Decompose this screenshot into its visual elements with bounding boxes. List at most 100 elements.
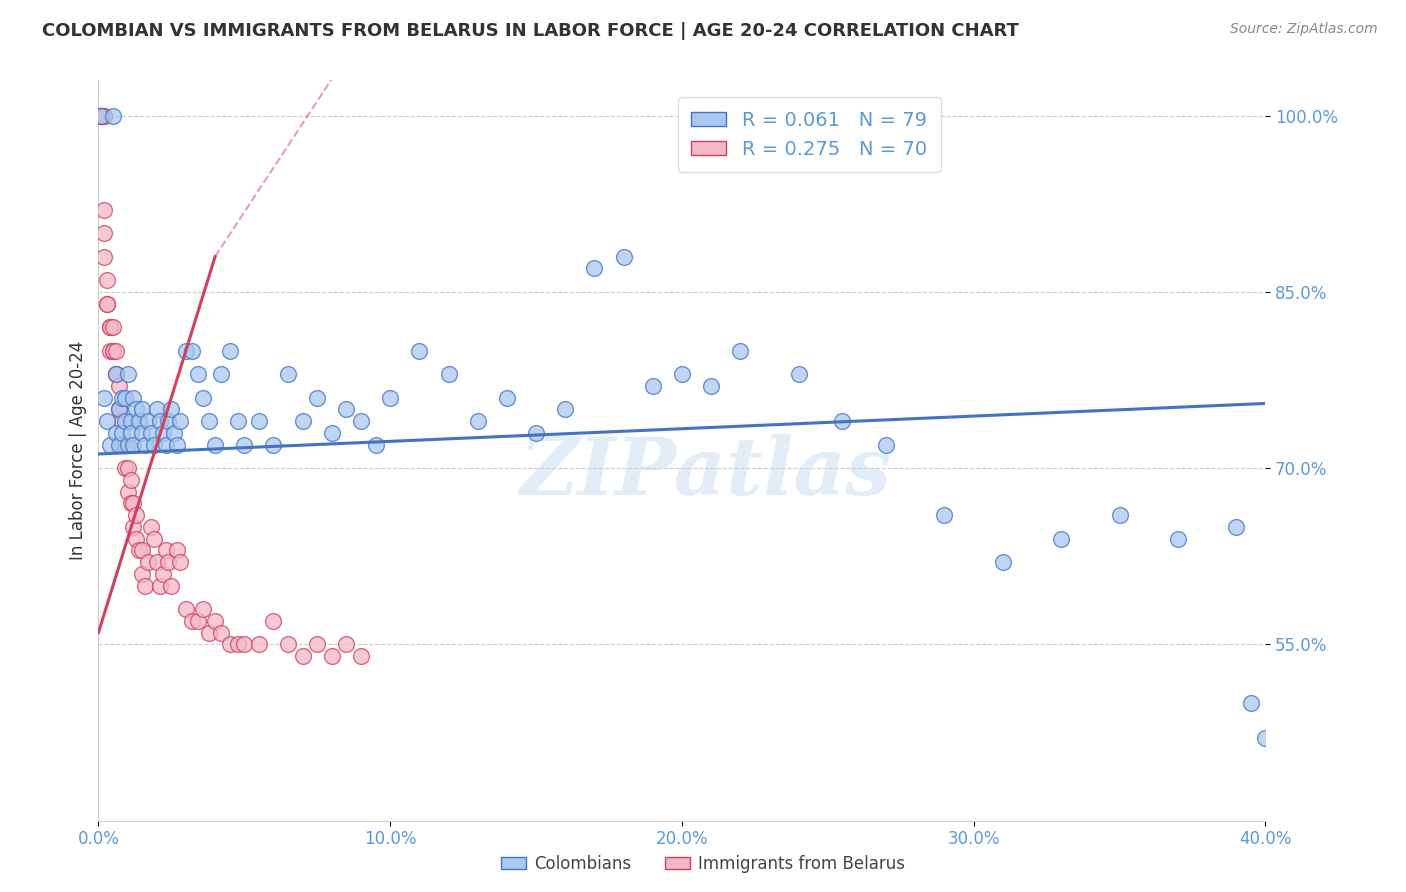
Y-axis label: In Labor Force | Age 20-24: In Labor Force | Age 20-24	[69, 341, 87, 560]
Point	[125, 402, 148, 417]
Point	[111, 391, 134, 405]
Point	[380, 391, 402, 405]
Point	[218, 343, 240, 358]
Point	[104, 367, 127, 381]
Point	[247, 414, 270, 428]
Point	[146, 402, 169, 417]
Point	[90, 109, 112, 123]
Point	[96, 296, 118, 310]
Point	[90, 109, 112, 123]
Point	[111, 425, 134, 440]
Point	[247, 637, 270, 651]
Point	[233, 437, 256, 451]
Point	[125, 532, 148, 546]
Point	[93, 250, 115, 264]
Point	[1108, 508, 1130, 522]
Point	[152, 566, 174, 581]
Point	[98, 320, 121, 334]
Point	[134, 437, 156, 451]
Point	[96, 296, 118, 310]
Point	[160, 579, 183, 593]
Point	[101, 343, 124, 358]
Text: COLOMBIAN VS IMMIGRANTS FROM BELARUS IN LABOR FORCE | AGE 20-24 CORRELATION CHAR: COLOMBIAN VS IMMIGRANTS FROM BELARUS IN …	[42, 22, 1019, 40]
Point	[117, 461, 139, 475]
Point	[218, 637, 240, 651]
Point	[198, 414, 221, 428]
Point	[142, 437, 165, 451]
Point	[104, 367, 127, 381]
Point	[187, 614, 209, 628]
Point	[934, 508, 956, 522]
Point	[101, 320, 124, 334]
Point	[166, 543, 188, 558]
Point	[157, 414, 180, 428]
Point	[583, 261, 606, 276]
Point	[122, 437, 145, 451]
Point	[209, 625, 232, 640]
Point	[142, 532, 165, 546]
Point	[131, 402, 153, 417]
Point	[157, 555, 180, 569]
Point	[114, 461, 136, 475]
Point	[291, 414, 314, 428]
Point	[307, 637, 329, 651]
Point	[122, 391, 145, 405]
Point	[101, 343, 124, 358]
Point	[149, 579, 172, 593]
Point	[122, 496, 145, 510]
Point	[335, 637, 357, 651]
Point	[90, 109, 112, 123]
Point	[134, 579, 156, 593]
Point	[169, 555, 191, 569]
Point	[198, 625, 221, 640]
Point	[90, 109, 112, 123]
Point	[139, 425, 162, 440]
Point	[93, 109, 115, 123]
Point	[321, 649, 343, 664]
Point	[335, 402, 357, 417]
Point	[193, 391, 215, 405]
Point	[187, 367, 209, 381]
Point	[671, 367, 693, 381]
Point	[831, 414, 853, 428]
Point	[350, 414, 373, 428]
Point	[277, 367, 299, 381]
Point	[131, 566, 153, 581]
Point	[104, 367, 127, 381]
Point	[437, 367, 460, 381]
Point	[108, 402, 131, 417]
Point	[1240, 696, 1263, 710]
Point	[180, 614, 202, 628]
Point	[524, 425, 547, 440]
Point	[93, 202, 115, 217]
Point	[96, 273, 118, 287]
Point	[93, 109, 115, 123]
Point	[350, 649, 373, 664]
Point	[262, 437, 284, 451]
Point	[120, 414, 142, 428]
Point	[166, 437, 188, 451]
Point	[155, 543, 177, 558]
Point	[146, 555, 169, 569]
Point	[204, 437, 226, 451]
Point	[277, 637, 299, 651]
Point	[700, 379, 723, 393]
Point	[104, 343, 127, 358]
Point	[108, 402, 131, 417]
Point	[787, 367, 810, 381]
Point	[111, 414, 134, 428]
Point	[1167, 532, 1189, 546]
Point	[108, 402, 131, 417]
Point	[875, 437, 897, 451]
Point	[496, 391, 519, 405]
Point	[98, 343, 121, 358]
Point	[114, 437, 136, 451]
Point	[117, 367, 139, 381]
Point	[93, 226, 115, 240]
Point	[169, 414, 191, 428]
Point	[114, 391, 136, 405]
Point	[163, 425, 186, 440]
Point	[467, 414, 489, 428]
Point	[117, 437, 139, 451]
Point	[136, 414, 159, 428]
